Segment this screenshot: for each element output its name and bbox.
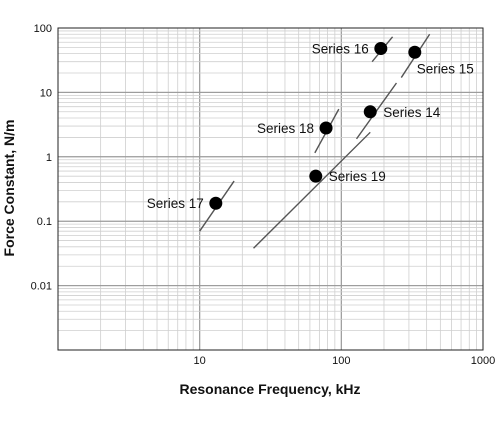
series-18-label: Series 18 bbox=[257, 121, 314, 136]
y-tick-label: 0.01 bbox=[31, 281, 52, 293]
grid bbox=[57, 27, 484, 351]
x-tick-label: 100 bbox=[332, 355, 350, 367]
x-tick-labels: 10 100 1000 bbox=[194, 355, 496, 367]
y-tick-label: 0.1 bbox=[37, 216, 52, 228]
x-tick-label: 10 bbox=[194, 355, 206, 367]
data-points bbox=[209, 42, 422, 210]
y-axis-title: Force Constant, N/m bbox=[1, 120, 17, 257]
y-tick-label: 10 bbox=[40, 87, 52, 99]
series-16-label: Series 16 bbox=[312, 42, 369, 57]
series-14-marker bbox=[363, 105, 377, 119]
x-tick-label: 1000 bbox=[471, 355, 495, 367]
series-17-label: Series 17 bbox=[147, 196, 204, 211]
series-15-marker bbox=[408, 45, 422, 59]
series-15-label: Series 15 bbox=[417, 61, 474, 76]
series-14-label: Series 14 bbox=[383, 105, 441, 120]
series-19-range-line bbox=[253, 131, 371, 249]
y-tick-labels: 0.01 0.1 1 10 100 bbox=[31, 23, 52, 293]
series-16-marker bbox=[374, 42, 388, 56]
series-17-marker bbox=[209, 196, 223, 210]
range-lines bbox=[199, 33, 431, 249]
series-18-marker bbox=[319, 121, 333, 135]
series-labels: Series 14 Series 15 Series 16 Series 17 Seri… bbox=[147, 42, 474, 212]
y-tick-label: 1 bbox=[46, 152, 52, 164]
series-19-label: Series 19 bbox=[329, 169, 386, 184]
plot-frame bbox=[57, 27, 484, 351]
series-19-marker bbox=[309, 169, 323, 183]
x-axis-title: Resonance Frequency, kHz bbox=[179, 381, 360, 397]
y-tick-label: 100 bbox=[34, 23, 52, 35]
